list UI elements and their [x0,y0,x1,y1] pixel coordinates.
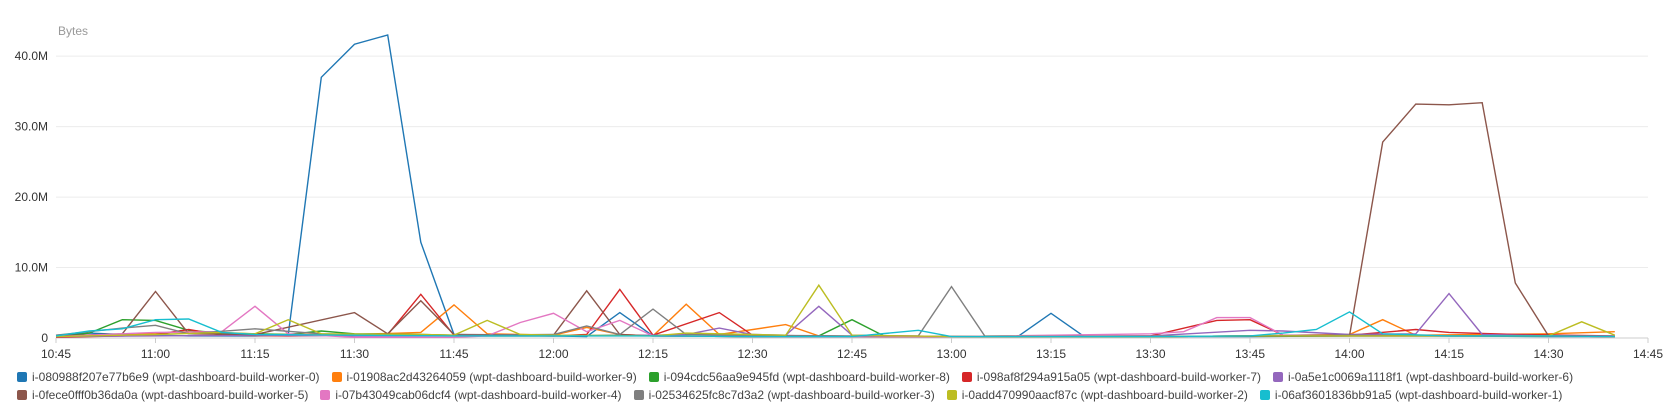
y-tick-label: 30.0M [15,120,48,134]
x-tick-label: 13:45 [1235,347,1265,361]
x-tick-label: 13:30 [1135,347,1165,361]
x-tick-label: 12:15 [638,347,668,361]
x-tick-label: 12:00 [538,347,568,361]
x-tick-label: 14:45 [1633,347,1663,361]
legend-label: i-02534625fc8c7d3a2 (wpt-dashboard-build… [648,388,935,402]
y-tick-label: 20.0M [15,190,48,204]
x-tick-label: 11:15 [240,347,269,361]
legend-swatch [17,372,27,382]
x-tick-label: 13:15 [1036,347,1066,361]
legend-item[interactable]: i-0add470990aacf87c (wpt-dashboard-build… [946,388,1248,402]
legend-swatch [1259,390,1270,400]
x-tick-label: 14:15 [1434,347,1464,361]
series-line-5 [55,101,1615,338]
legend-item[interactable]: i-07b43049cab06dcf4 (wpt-dashboard-build… [320,388,622,402]
legend-item[interactable]: i-098af8f294a915a05 (wpt-dashboard-build… [961,370,1262,384]
series-line-0 [55,34,1615,338]
legend-item[interactable]: i-0fece0fff0b36da0a (wpt-dashboard-build… [17,388,308,402]
legend-label: i-06af3601836bb91a5 (wpt-dashboard-build… [1274,388,1563,402]
series-line-7 [55,285,1615,338]
legend-swatch [320,390,331,400]
legend-swatch [633,390,644,400]
x-tick-label: 14:00 [1334,347,1364,361]
legend-label: i-0a5e1c0069a1118f1 (wpt-dashboard-build… [1288,370,1574,384]
legend-item[interactable]: i-01908ac2d43264059 (wpt-dashboard-build… [331,370,637,384]
legend-label: i-0add470990aacf87c (wpt-dashboard-build… [961,388,1248,402]
legend-label: i-07b43049cab06dcf4 (wpt-dashboard-build… [335,388,622,402]
legend-label: i-0fece0fff0b36da0a (wpt-dashboard-build… [32,388,309,402]
legend-item[interactable]: i-080988f207e77b6e9 (wpt-dashboard-build… [17,370,320,384]
legend-swatch [1273,372,1284,382]
legend-swatch [331,372,342,382]
legend-swatch [961,372,972,382]
legend-row: i-080988f207e77b6e9 (wpt-dashboard-build… [17,368,1667,386]
series-line-4 [55,292,1615,338]
legend-item[interactable]: i-02534625fc8c7d3a2 (wpt-dashboard-build… [633,388,935,402]
x-tick-label: 10:45 [41,347,71,361]
grid-lines [56,55,1648,339]
y-tick-label: 40.0M [15,49,48,63]
x-tick-label: 12:30 [737,347,767,361]
legend-label: i-01908ac2d43264059 (wpt-dashboard-build… [346,370,637,384]
x-tick-labels: 10:45 11:00 11:15 11:30 11:45 12:00 12:15 12:30… [41,338,1663,361]
legend-item[interactable]: i-094cdc56aa9e945fd (wpt-dashboard-build… [648,370,950,384]
x-tick-label: 11:00 [141,347,170,361]
x-tick-label: 12:45 [837,347,867,361]
legend-item[interactable]: i-0a5e1c0069a1118f1 (wpt-dashboard-build… [1273,370,1573,384]
series-lines [55,34,1616,338]
legend-swatch [17,390,27,400]
x-tick-label: 11:30 [340,347,369,361]
y-tick-label: 10.0M [15,261,48,275]
legend: i-080988f207e77b6e9 (wpt-dashboard-build… [17,368,1667,404]
x-tick-label: 14:30 [1533,347,1563,361]
series-line-8 [55,283,1616,338]
y-tick-labels: 0 10.0M 20.0M 30.0M 40.0M [15,49,49,345]
x-tick-label: 11:45 [439,347,468,361]
legend-swatch [648,372,659,382]
legend-label: i-098af8f294a915a05 (wpt-dashboard-build… [976,370,1262,384]
legend-row: i-0fece0fff0b36da0a (wpt-dashboard-build… [17,386,1667,404]
series-line-9 [55,311,1615,338]
legend-swatch [946,390,957,400]
series-line-3 [55,288,1615,338]
legend-label: i-080988f207e77b6e9 (wpt-dashboard-build… [32,370,320,384]
legend-item[interactable]: i-06af3601836bb91a5 (wpt-dashboard-build… [1259,388,1563,402]
legend-label: i-094cdc56aa9e945fd (wpt-dashboard-build… [663,370,950,384]
y-axis-label: Bytes [58,24,88,38]
y-tick-label: 0 [41,331,48,345]
x-tick-label: 13:00 [936,347,966,361]
